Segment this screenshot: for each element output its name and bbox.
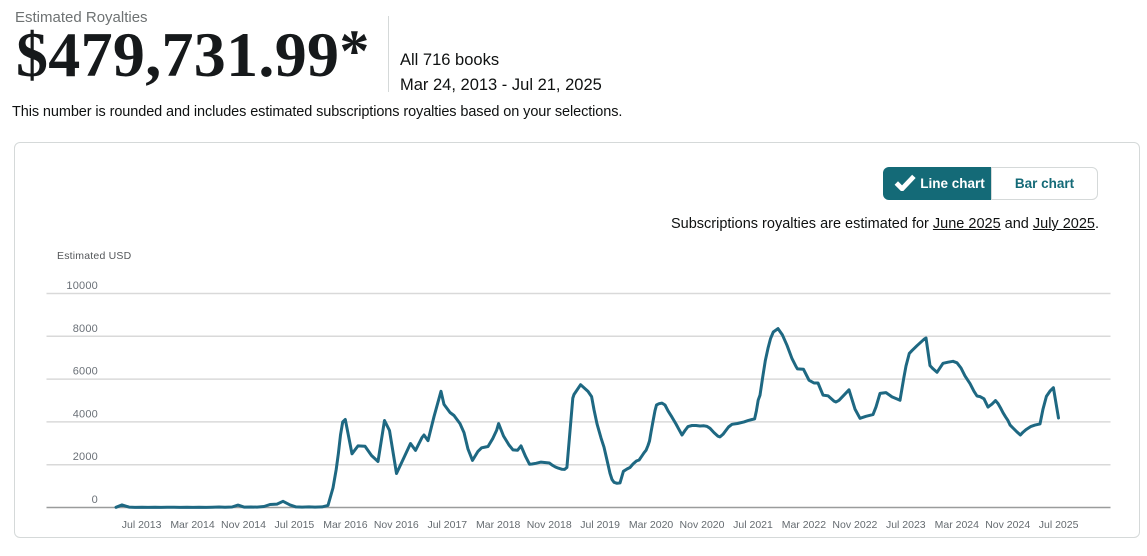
svg-text:Nov 2022: Nov 2022 [832,519,877,531]
svg-text:Mar 2020: Mar 2020 [629,519,674,531]
svg-text:Mar 2018: Mar 2018 [476,519,521,531]
svg-text:Jul 2017: Jul 2017 [427,519,467,531]
svg-text:Mar 2022: Mar 2022 [782,519,827,531]
svg-text:10000: 10000 [66,280,98,292]
svg-text:Nov 2014: Nov 2014 [221,519,266,531]
svg-text:0: 0 [92,494,98,506]
svg-text:Jul 2015: Jul 2015 [275,519,315,531]
svg-text:Mar 2016: Mar 2016 [323,519,368,531]
svg-text:Nov 2024: Nov 2024 [985,519,1030,531]
svg-text:Nov 2020: Nov 2020 [680,519,725,531]
svg-text:Nov 2016: Nov 2016 [374,519,419,531]
svg-text:Nov 2018: Nov 2018 [527,519,572,531]
svg-text:4000: 4000 [73,408,98,420]
svg-text:Estimated USD: Estimated USD [57,250,132,262]
svg-text:Mar 2014: Mar 2014 [170,519,215,531]
svg-text:Jul 2023: Jul 2023 [886,519,926,531]
svg-text:2000: 2000 [73,451,98,463]
svg-text:6000: 6000 [73,366,98,378]
svg-text:Jul 2019: Jul 2019 [580,519,620,531]
svg-text:8000: 8000 [73,323,98,335]
svg-text:Jul 2013: Jul 2013 [122,519,162,531]
svg-text:Jul 2021: Jul 2021 [733,519,773,531]
svg-text:Mar 2024: Mar 2024 [935,519,980,531]
svg-text:Jul 2025: Jul 2025 [1039,519,1079,531]
